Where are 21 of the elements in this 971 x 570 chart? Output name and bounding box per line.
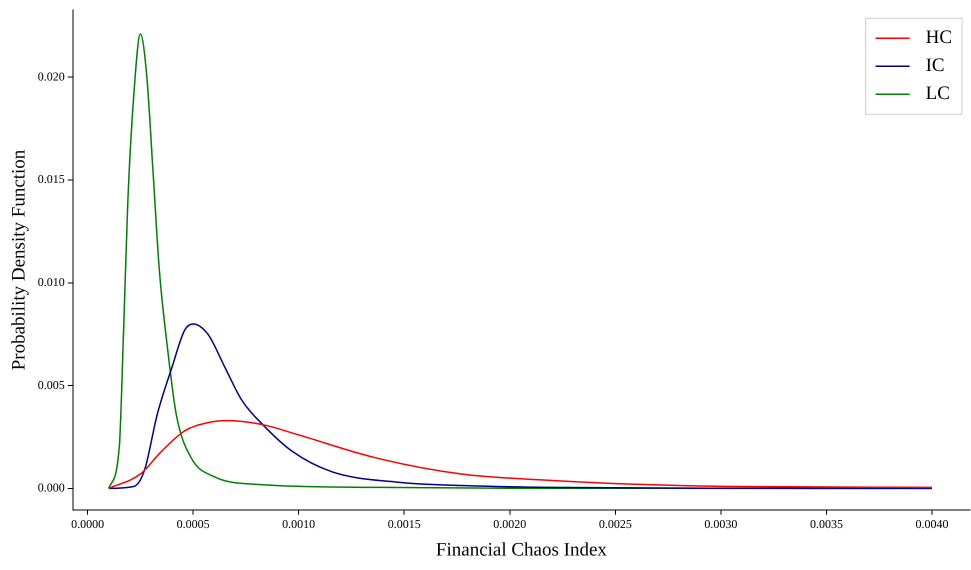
y-tick-label: 0.010 (38, 274, 65, 289)
x-axis-title: Financial Chaos Index (436, 540, 608, 561)
y-tick-label: 0.015 (38, 172, 65, 186)
x-tick-label: 0.0020 (493, 517, 526, 532)
y-tick-label: 0.000 (38, 480, 65, 495)
legend-label: HC (926, 27, 952, 48)
line-series (108, 323, 933, 490)
y-axis-title: Probability Density Function (8, 149, 30, 370)
x-tick-label: 0.0040 (916, 517, 948, 532)
x-tick-label: 0.0005 (176, 517, 210, 532)
x-tick-label: 0.0000 (71, 517, 104, 532)
x-tick-label: 0.0025 (598, 517, 632, 532)
legend-label: IC (926, 55, 945, 76)
legend-label: LC (926, 83, 950, 104)
x-tick-label: 0.0010 (282, 517, 316, 532)
x-tick-label: 0.0015 (388, 517, 421, 532)
y-tick-label: 0.005 (38, 378, 65, 392)
x-tick-label: 0.0035 (810, 517, 843, 532)
line-series (108, 420, 933, 490)
x-tick-label: 0.0030 (704, 517, 738, 532)
y-tick-label: 0.020 (38, 69, 65, 84)
